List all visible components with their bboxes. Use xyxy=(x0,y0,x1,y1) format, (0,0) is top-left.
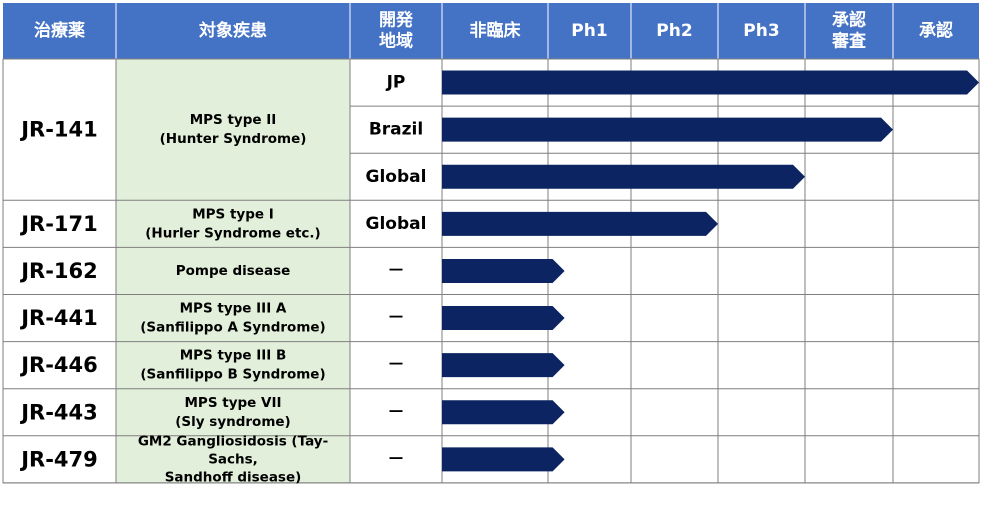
disease-label: Pompe disease xyxy=(176,263,291,279)
disease-label: MPS type VII xyxy=(184,395,281,411)
progress-bar-jr-171-global xyxy=(442,211,718,236)
header-stage-5: 承認 xyxy=(832,10,866,31)
progress-bar-jr-162-na xyxy=(442,258,565,283)
region-label: JP xyxy=(386,73,406,93)
disease-label: GM2 Gangliosidosis (Tay- xyxy=(138,433,328,449)
header-stage-1: 非臨床 xyxy=(470,20,522,41)
header-drug: 治療薬 xyxy=(34,20,85,41)
header-stage-5: 審査 xyxy=(831,31,867,52)
disease-label: MPS type III B xyxy=(180,348,287,364)
disease-label: MPS type III A xyxy=(180,301,287,317)
header-stage-4: Ph3 xyxy=(743,21,779,41)
progress-bar-jr-141-brazil xyxy=(442,117,893,142)
header-background xyxy=(3,3,979,59)
disease-label: Sandhoff disease) xyxy=(165,469,302,485)
progress-bar-jr-141-jp xyxy=(442,70,979,95)
disease-cell-background xyxy=(116,435,350,483)
progress-bar-jr-443-na xyxy=(442,400,565,425)
header-region: 地域 xyxy=(379,31,413,52)
header-stage-6: 承認 xyxy=(919,20,953,41)
progress-bar-jr-446-na xyxy=(442,353,565,378)
region-label: Brazil xyxy=(369,120,423,140)
region-dash: － xyxy=(388,308,405,328)
region-dash: － xyxy=(388,449,405,469)
disease-cell-background xyxy=(116,247,350,295)
disease-cell-background xyxy=(116,200,350,248)
disease-label: Sachs, xyxy=(208,451,258,467)
region-label: Global xyxy=(366,167,427,187)
progress-bar-jr-141-global xyxy=(442,164,805,189)
disease-label: (Sanfilippo B Syndrome) xyxy=(140,367,325,383)
drug-label: JR-446 xyxy=(19,353,98,377)
disease-cell-background xyxy=(116,341,350,389)
progress-bar-jr-479-na xyxy=(442,447,565,472)
region-dash: － xyxy=(388,261,405,281)
disease-label: (Hunter Syndrome) xyxy=(160,131,307,147)
drug-label: JR-479 xyxy=(19,447,98,471)
drug-label: JR-171 xyxy=(19,212,98,236)
disease-cell-background xyxy=(116,294,350,342)
drug-label: JR-141 xyxy=(19,118,98,142)
header-disease: 対象疾患 xyxy=(198,20,267,41)
disease-label: MPS type II xyxy=(190,112,277,128)
disease-cell-background xyxy=(116,388,350,436)
progress-bar-jr-441-na xyxy=(442,306,565,331)
disease-label: MPS type I xyxy=(192,206,274,222)
region-dash: － xyxy=(388,402,405,422)
header-region: 開発 xyxy=(379,10,414,31)
region-dash: － xyxy=(388,355,405,375)
disease-label: (Hurler Syndrome etc.) xyxy=(145,225,320,241)
drug-label: JR-441 xyxy=(19,306,98,330)
disease-label: (Sanfilippo A Syndrome) xyxy=(140,320,325,336)
disease-cell-background xyxy=(116,59,350,201)
drug-label: JR-162 xyxy=(19,259,98,283)
header-stage-3: Ph2 xyxy=(656,21,692,41)
disease-label: (Sly syndrome) xyxy=(175,414,290,430)
region-label: Global xyxy=(366,214,427,234)
drug-label: JR-443 xyxy=(19,400,98,424)
header-stage-2: Ph1 xyxy=(571,21,607,41)
